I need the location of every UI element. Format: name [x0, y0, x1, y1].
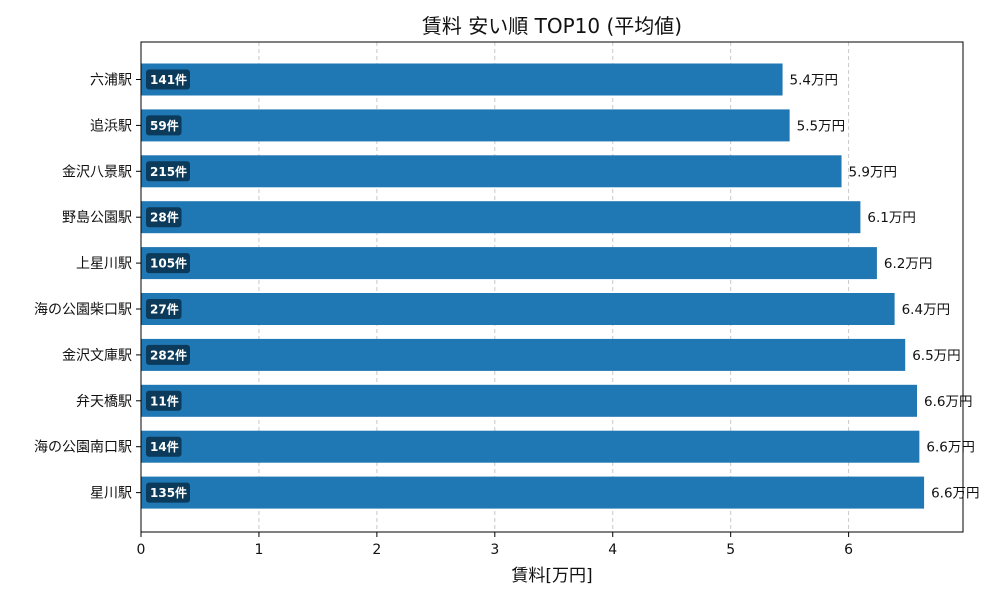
category-label: 海の公園柴口駅 — [34, 302, 132, 318]
category-label: 金沢八景駅 — [62, 164, 132, 180]
bars: 141件 5.4万円 59件 5.5万円 215件 5.9万円 28件 6.1万円 105件 6.… — [141, 63, 980, 509]
category-label: 六浦駅 — [90, 73, 132, 89]
category-label: 追浜駅 — [90, 118, 132, 134]
x-tick-label: 1 — [254, 542, 263, 558]
count-label: 11件 — [150, 393, 179, 408]
category-label: 野島公園駅 — [62, 210, 132, 226]
count-badge — [146, 161, 190, 182]
count-badge — [146, 344, 190, 365]
category-label: 金沢文庫駅 — [62, 347, 132, 364]
count-badge — [146, 115, 182, 136]
value-label: 6.4万円 — [902, 302, 950, 318]
value-label: 6.2万円 — [884, 256, 932, 272]
count-badge — [146, 299, 182, 319]
x-tick-label: 5 — [726, 542, 735, 558]
value-label: 6.6万円 — [931, 486, 979, 502]
count-badge — [146, 482, 190, 503]
bar — [141, 247, 877, 280]
count-badge — [146, 436, 182, 457]
category-label: 弁天橋駅 — [76, 394, 132, 410]
y-axis-categories: 六浦駅追浜駅金沢八景駅野島公園駅上星川駅海の公園柴口駅金沢文庫駅弁天橋駅海の公園… — [34, 73, 141, 502]
bar — [141, 201, 861, 234]
bar — [141, 338, 906, 371]
count-label: 59件 — [150, 118, 179, 133]
chart-title: 賃料 安い順 TOP10 (平均値) — [422, 14, 682, 38]
bar — [141, 430, 920, 463]
x-tick-label: 2 — [372, 542, 381, 558]
bar — [141, 293, 895, 325]
x-axis-label: 賃料[万円] — [511, 566, 592, 586]
value-label: 6.5万円 — [912, 348, 960, 364]
x-axis-ticks: 0 1 2 3 4 5 6 — [137, 532, 853, 558]
count-label: 215件 — [150, 164, 187, 179]
category-label: 星川駅 — [90, 486, 132, 502]
count-label: 27件 — [150, 302, 179, 317]
bar — [141, 109, 790, 142]
count-badge — [146, 69, 190, 90]
value-label: 6.6万円 — [924, 394, 972, 410]
category-label: 海の公園南口駅 — [34, 440, 132, 456]
count-label: 105件 — [150, 256, 187, 271]
x-tick-label: 4 — [608, 542, 617, 558]
count-badge — [146, 253, 190, 274]
bar — [141, 476, 925, 509]
count-label: 28件 — [150, 210, 179, 225]
value-label: 5.5万円 — [797, 118, 845, 134]
plot-frame — [140, 41, 964, 533]
category-label: 上星川駅 — [76, 256, 132, 272]
x-tick-label: 3 — [490, 542, 499, 558]
value-label: 5.4万円 — [790, 73, 838, 89]
bar — [141, 155, 842, 188]
value-label: 5.9万円 — [849, 164, 897, 180]
count-label: 282件 — [150, 347, 187, 362]
bar — [141, 63, 783, 96]
x-tick-label: 6 — [844, 542, 853, 558]
value-label: 6.1万円 — [867, 210, 915, 226]
count-badge — [146, 390, 182, 411]
count-label: 14件 — [150, 439, 179, 454]
count-label: 135件 — [150, 485, 187, 500]
count-label: 141件 — [150, 72, 187, 87]
x-tick-label: 0 — [137, 542, 146, 558]
count-badge — [146, 207, 182, 228]
bar — [141, 384, 918, 417]
value-label: 6.6万円 — [926, 440, 974, 456]
